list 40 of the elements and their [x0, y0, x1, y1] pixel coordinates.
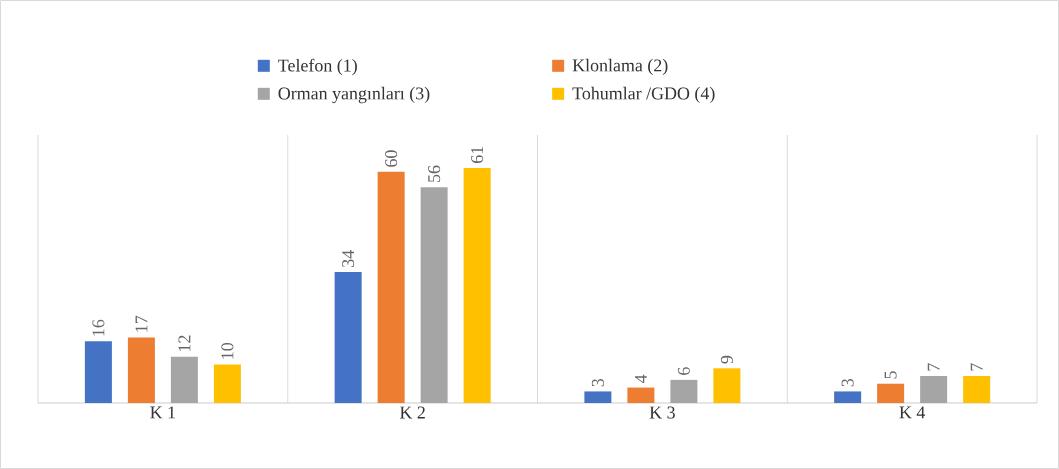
bar: [334, 271, 362, 403]
x-tick-label: K 4: [899, 406, 926, 419]
bar: [170, 356, 198, 403]
data-label: 3: [841, 378, 854, 387]
data-label: 60: [385, 150, 398, 167]
bar: [834, 391, 862, 403]
data-label: 7: [927, 363, 940, 371]
bar: [877, 383, 905, 403]
data-label: 6: [677, 367, 690, 375]
data-label: 17: [135, 315, 148, 332]
bar: [670, 379, 698, 403]
data-label: 12: [178, 335, 191, 351]
data-label: 4: [634, 374, 647, 384]
legend-label: Orman yangınları (3): [278, 86, 430, 104]
data-label: 5: [884, 371, 897, 379]
legend-label: Telefon (1): [278, 58, 357, 76]
data-label: 61: [471, 146, 484, 163]
data-label: 10: [221, 343, 234, 359]
legend-label: Klonlama (2): [572, 58, 668, 76]
x-tick-label: K 1: [150, 406, 175, 419]
data-label: 16: [92, 319, 105, 336]
bar: [463, 167, 491, 403]
legend-label: Tohumlar /GDO (4): [572, 86, 715, 104]
bar: [213, 364, 241, 403]
bar: [420, 187, 448, 403]
bar: [377, 171, 405, 403]
bar: [920, 376, 948, 403]
bar: [584, 391, 612, 403]
data-label: 56: [428, 165, 441, 182]
bar: [713, 368, 741, 403]
bar: [963, 376, 991, 403]
data-label: 7: [970, 363, 983, 371]
x-tick-label: K 2: [399, 406, 425, 419]
x-tick-label: K 3: [649, 406, 675, 419]
bar: [627, 387, 655, 403]
bar: [127, 337, 155, 403]
bar: [84, 341, 112, 403]
data-label: 34: [342, 250, 355, 267]
data-label: 3: [591, 378, 604, 387]
data-label: 9: [720, 355, 733, 364]
